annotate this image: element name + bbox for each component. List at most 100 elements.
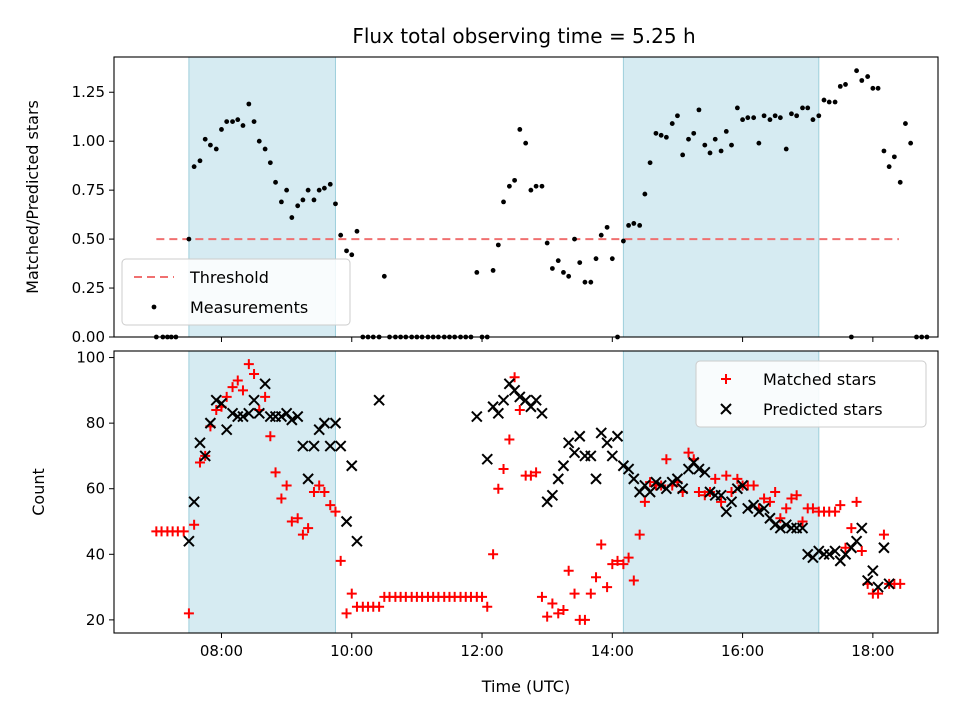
legend: Threshold Measurements: [121, 258, 351, 326]
legend: Matched stars Predicted stars: [695, 360, 927, 428]
data-point-0-61: [490, 268, 496, 273]
data-point-0-74: [553, 608, 564, 619]
data-point-1-49: [562, 437, 575, 449]
data-point-0-72: [542, 611, 553, 622]
data-point-0-96: [680, 152, 686, 158]
data-point-1-31: [351, 535, 363, 547]
data-point-0-24: [281, 480, 292, 491]
x-tick-label: 08:00: [200, 642, 243, 660]
y-tick-label: 0.75: [72, 181, 105, 199]
data-point-0-63: [501, 199, 506, 205]
data-point-0-21: [273, 179, 278, 185]
data-point-0-116: [781, 503, 792, 514]
data-point-0-68: [528, 187, 534, 193]
data-point-0-15: [240, 123, 246, 128]
y-tick-label: 0.00: [72, 328, 105, 346]
data-point-0-36: [354, 228, 360, 234]
data-point-0-60: [477, 591, 488, 602]
data-point-0-115: [775, 513, 786, 524]
legend-frame: [695, 360, 927, 428]
data-point-0-85: [612, 555, 623, 566]
data-point-0-94: [661, 454, 672, 465]
data-point-0-136: [897, 179, 903, 185]
data-point-0-16: [237, 385, 248, 396]
data-point-0-10: [213, 146, 219, 152]
data-point-0-70: [539, 183, 545, 189]
data-point-0-128: [846, 523, 857, 534]
legend-threshold-label: Threshold: [189, 268, 269, 287]
data-point-0-76: [572, 236, 577, 242]
data-point-0-104: [723, 129, 729, 134]
data-point-0-120: [810, 117, 816, 123]
x-tick-label: 10:00: [330, 642, 373, 660]
data-point-0-33: [338, 232, 344, 238]
y-tick-label: 1.25: [72, 83, 105, 101]
data-point-1-61: [628, 473, 640, 485]
data-point-0-18: [256, 138, 262, 144]
data-point-0-108: [745, 115, 751, 121]
data-point-1-74: [699, 466, 711, 479]
data-point-0-105: [729, 142, 734, 148]
data-point-1-47: [552, 473, 564, 485]
data-point-1-51: [574, 430, 586, 442]
data-point-1-3: [199, 450, 211, 462]
data-point-0-20: [260, 391, 271, 402]
data-point-0-107: [732, 473, 743, 484]
observing-window-band-1: [622, 56, 820, 338]
data-point-0-83: [609, 256, 615, 262]
data-point-0-35: [341, 608, 352, 619]
data-point-0-102: [712, 136, 718, 142]
data-point-0-81: [591, 572, 602, 583]
data-point-1-73: [693, 463, 705, 475]
data-point-1-56: [601, 437, 613, 449]
data-point-1-66: [655, 479, 667, 492]
legend-frame: [121, 258, 351, 326]
data-point-0-69: [533, 183, 539, 189]
data-point-1-78: [720, 505, 733, 518]
data-point-0-28: [311, 197, 317, 203]
data-point-0-76: [563, 565, 574, 576]
data-point-0-34: [344, 248, 349, 254]
data-point-0-107: [740, 117, 745, 123]
data-point-1-82: [742, 502, 754, 515]
data-point-1-10: [237, 410, 249, 423]
data-point-0-123: [826, 99, 832, 105]
y-axis-label: Count: [29, 468, 48, 516]
plot-frame: [113, 56, 939, 338]
data-point-0-86: [618, 559, 629, 570]
data-point-0-34: [335, 555, 346, 566]
data-point-1-8: [226, 407, 239, 420]
data-point-1-106: [872, 581, 884, 593]
data-point-0-89: [634, 529, 645, 540]
data-point-0-26: [300, 197, 306, 203]
data-point-0-88: [637, 222, 643, 228]
data-point-0-31: [319, 487, 330, 497]
data-point-1-28: [334, 440, 347, 452]
data-point-1-90: [785, 522, 798, 534]
data-point-0-90: [639, 496, 650, 507]
data-point-0-88: [628, 575, 639, 586]
data-point-0-126: [835, 500, 846, 511]
data-point-1-7: [220, 423, 233, 436]
data-point-0-25: [295, 203, 301, 209]
chart-title: Flux total observing time = 5.25 h: [352, 24, 695, 48]
data-point-0-17: [243, 359, 254, 370]
data-point-1-2: [194, 437, 206, 449]
data-point-1-60: [622, 463, 635, 475]
data-point-0-117: [794, 113, 800, 119]
data-point-1-107: [878, 542, 890, 554]
data-point-0-5: [186, 236, 192, 242]
data-point-0-84: [607, 559, 618, 570]
data-point-0-114: [770, 487, 781, 497]
data-point-0-89: [642, 191, 648, 197]
data-point-0-133: [873, 588, 884, 599]
data-point-0-79: [588, 279, 594, 285]
data-point-0-6: [183, 608, 194, 619]
data-point-0-85: [620, 238, 626, 244]
data-point-0-77: [577, 260, 583, 265]
data-point-1-9: [232, 410, 244, 423]
data-point-0-62: [495, 242, 501, 248]
data-point-0-121: [816, 113, 822, 119]
data-point-1-102: [850, 535, 863, 547]
data-point-1-58: [611, 430, 624, 442]
